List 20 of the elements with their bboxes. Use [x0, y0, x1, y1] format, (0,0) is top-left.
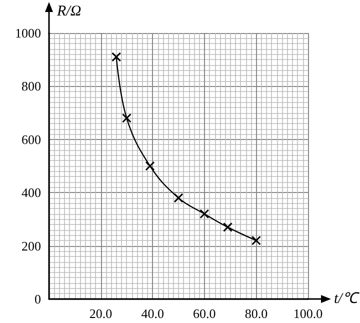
- y-tick-label: 800: [22, 78, 41, 94]
- x-axis-title: t/℃: [334, 291, 360, 307]
- y-tick-label: 400: [22, 185, 41, 200]
- point: [251, 236, 261, 246]
- y-tick-label: 0: [34, 292, 41, 306]
- point: [145, 161, 155, 171]
- x-tick-label: 40.0: [141, 306, 164, 321]
- y-tick-label: 1000: [15, 26, 41, 40]
- y-axis-title: R/Ω: [56, 4, 82, 20]
- y-tick-label: 600: [22, 132, 41, 147]
- x-tick-label: 100.0: [293, 306, 323, 321]
- x-tick-label: 60.0: [193, 306, 216, 321]
- point: [112, 52, 122, 62]
- point: [174, 193, 184, 203]
- point: [200, 209, 210, 219]
- point: [222, 222, 232, 232]
- y-tick-label: 200: [22, 238, 41, 254]
- x-tick-label: 20.0: [89, 306, 112, 321]
- x-tick-label: 80.0: [244, 306, 268, 321]
- point: [122, 113, 132, 123]
